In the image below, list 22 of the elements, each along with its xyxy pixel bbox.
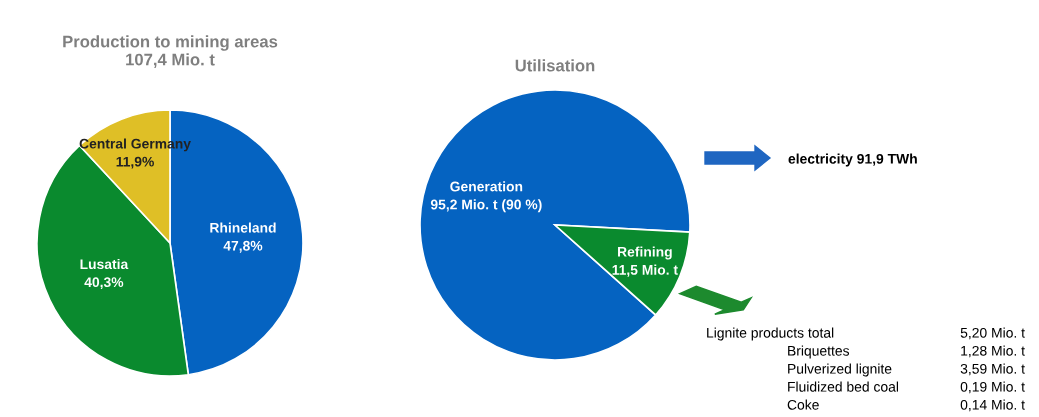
- text: 5,20 Mio. t: [960, 327, 1025, 340]
- text: Coke: [787, 399, 819, 410]
- slice-label: Refining: [618, 246, 672, 260]
- data-label: 40,3%: [84, 277, 124, 290]
- text: 0,19 Mio. t: [960, 381, 1025, 394]
- slice-label: Rhineland: [210, 222, 276, 233]
- text: 0,14 Mio. t: [960, 399, 1025, 412]
- data-label: 95,2 Mio. t (90 %): [430, 199, 542, 213]
- slice-label: Lusatia: [80, 258, 129, 270]
- text: 1,28 Mio. t: [961, 345, 1025, 358]
- data-label: 47,8%: [223, 240, 263, 253]
- data-label: 11,9%: [116, 156, 154, 169]
- chart-title: Utilisation: [515, 59, 595, 72]
- text: Pulverized lignite: [788, 363, 892, 377]
- text: Lignite products total: [707, 327, 834, 341]
- slice-label: Generation: [450, 181, 523, 192]
- text: Briquettes: [788, 345, 850, 359]
- chart-title: Production to mining areas 107,4 Mio. t: [63, 35, 278, 68]
- data-label: 11,5 Mio. t: [612, 264, 678, 277]
- text: electricity 91,9 TWh: [788, 153, 917, 167]
- text: 3,59 Mio. t: [960, 363, 1025, 376]
- text: Fluidized bed coal: [788, 381, 899, 392]
